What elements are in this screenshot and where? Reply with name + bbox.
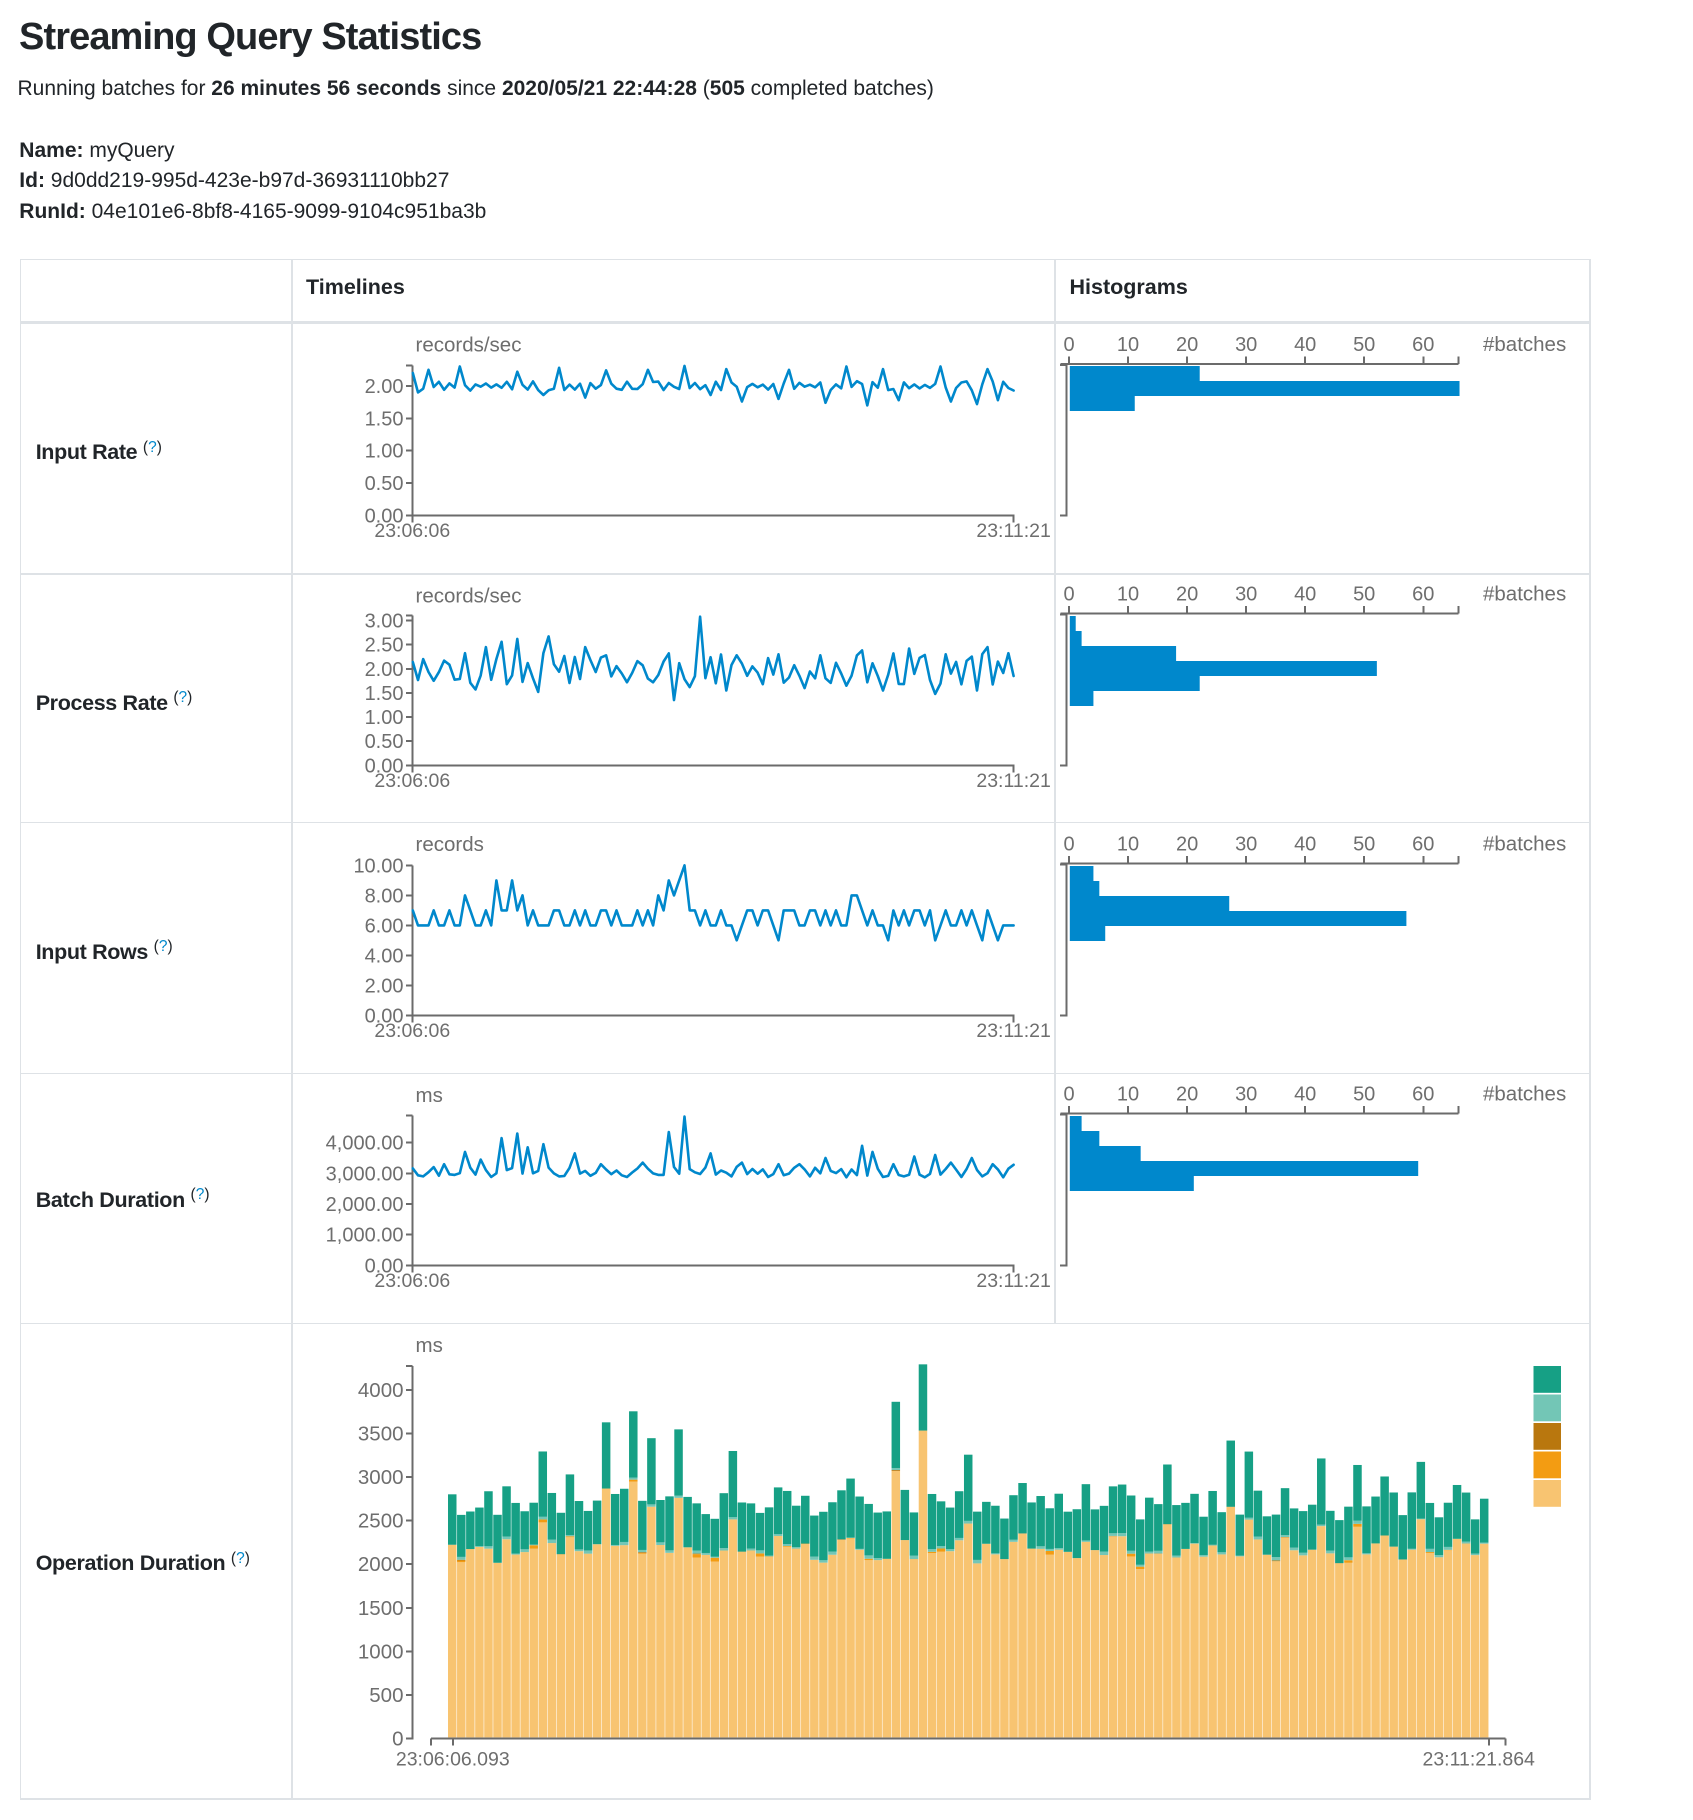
svg-text:50: 50 — [1353, 834, 1375, 856]
svg-text:40: 40 — [1294, 584, 1316, 606]
svg-text:records/sec: records/sec — [416, 585, 522, 608]
svg-text:23:06:06: 23:06:06 — [374, 770, 450, 792]
svg-text:0.00: 0.00 — [365, 505, 404, 527]
svg-text:500: 500 — [369, 1684, 403, 1707]
svg-text:0: 0 — [1063, 334, 1074, 356]
svg-text:2,000.00: 2,000.00 — [326, 1194, 404, 1216]
svg-text:23:11:21: 23:11:21 — [976, 1270, 1050, 1292]
svg-text:0.00: 0.00 — [365, 1255, 404, 1277]
svg-text:4,000.00: 4,000.00 — [326, 1133, 404, 1155]
svg-text:3.00: 3.00 — [365, 611, 404, 633]
svg-text:0.00: 0.00 — [365, 1005, 404, 1027]
svg-text:20: 20 — [1176, 584, 1198, 606]
svg-text:50: 50 — [1353, 334, 1375, 356]
svg-text:records: records — [416, 833, 484, 856]
svg-text:0: 0 — [1063, 1084, 1074, 1106]
svg-text:1500: 1500 — [358, 1597, 404, 1620]
svg-text:8.00: 8.00 — [365, 885, 404, 907]
svg-text:0.00: 0.00 — [365, 755, 404, 777]
svg-text:2.50: 2.50 — [365, 635, 404, 657]
svg-text:23:11:21: 23:11:21 — [976, 520, 1050, 542]
svg-text:10: 10 — [1117, 1084, 1139, 1106]
svg-text:1.50: 1.50 — [365, 408, 404, 430]
svg-text:60: 60 — [1412, 1084, 1434, 1106]
svg-text:20: 20 — [1176, 834, 1198, 856]
svg-text:1.00: 1.00 — [365, 707, 404, 729]
svg-text:2.00: 2.00 — [365, 975, 404, 997]
svg-text:1,000.00: 1,000.00 — [326, 1225, 404, 1247]
svg-text:ms: ms — [416, 1084, 443, 1107]
svg-text:3000: 3000 — [358, 1466, 404, 1489]
svg-text:0.50: 0.50 — [365, 473, 404, 495]
svg-text:#batches: #batches — [1483, 833, 1566, 856]
svg-text:2.00: 2.00 — [365, 659, 404, 681]
svg-text:2.00: 2.00 — [365, 376, 404, 398]
svg-text:30: 30 — [1235, 584, 1257, 606]
svg-text:1.00: 1.00 — [365, 441, 404, 463]
svg-text:0: 0 — [1063, 834, 1074, 856]
svg-text:23:06:06: 23:06:06 — [374, 520, 450, 542]
svg-text:23:11:21: 23:11:21 — [976, 770, 1050, 792]
svg-text:23:11:21.864: 23:11:21.864 — [1422, 1748, 1535, 1770]
svg-text:#batches: #batches — [1483, 333, 1566, 356]
svg-text:0: 0 — [392, 1727, 403, 1750]
svg-text:2000: 2000 — [358, 1553, 404, 1576]
svg-text:23:06:06: 23:06:06 — [374, 1020, 450, 1042]
svg-text:60: 60 — [1412, 334, 1434, 356]
svg-text:20: 20 — [1176, 334, 1198, 356]
svg-text:3500: 3500 — [358, 1423, 404, 1446]
svg-text:#batches: #batches — [1483, 583, 1566, 606]
svg-text:6.00: 6.00 — [365, 915, 404, 937]
svg-text:4000: 4000 — [358, 1379, 404, 1402]
svg-text:1000: 1000 — [358, 1640, 404, 1663]
svg-text:60: 60 — [1412, 834, 1434, 856]
svg-text:30: 30 — [1235, 834, 1257, 856]
svg-text:50: 50 — [1353, 584, 1375, 606]
svg-text:ms: ms — [416, 1334, 443, 1357]
svg-text:1.50: 1.50 — [365, 683, 404, 705]
svg-text:0.50: 0.50 — [365, 731, 404, 753]
svg-text:30: 30 — [1235, 334, 1257, 356]
svg-text:40: 40 — [1294, 834, 1316, 856]
svg-text:23:06:06: 23:06:06 — [374, 1270, 450, 1292]
svg-text:#batches: #batches — [1483, 1083, 1566, 1106]
svg-text:50: 50 — [1353, 1084, 1375, 1106]
svg-text:20: 20 — [1176, 1084, 1198, 1106]
svg-text:2500: 2500 — [358, 1510, 404, 1533]
svg-text:30: 30 — [1235, 1084, 1257, 1106]
svg-text:4.00: 4.00 — [365, 945, 404, 967]
svg-text:60: 60 — [1412, 584, 1434, 606]
svg-text:10: 10 — [1117, 334, 1139, 356]
svg-text:23:11:21: 23:11:21 — [976, 1020, 1050, 1042]
svg-text:10: 10 — [1117, 584, 1139, 606]
svg-text:40: 40 — [1294, 1084, 1316, 1106]
svg-text:records/sec: records/sec — [416, 334, 522, 357]
svg-text:3,000.00: 3,000.00 — [326, 1163, 404, 1185]
svg-text:10.00: 10.00 — [353, 855, 403, 877]
svg-text:40: 40 — [1294, 334, 1316, 356]
svg-text:10: 10 — [1117, 834, 1139, 856]
svg-text:23:06:06.093: 23:06:06.093 — [396, 1748, 510, 1770]
svg-text:0: 0 — [1063, 584, 1074, 606]
